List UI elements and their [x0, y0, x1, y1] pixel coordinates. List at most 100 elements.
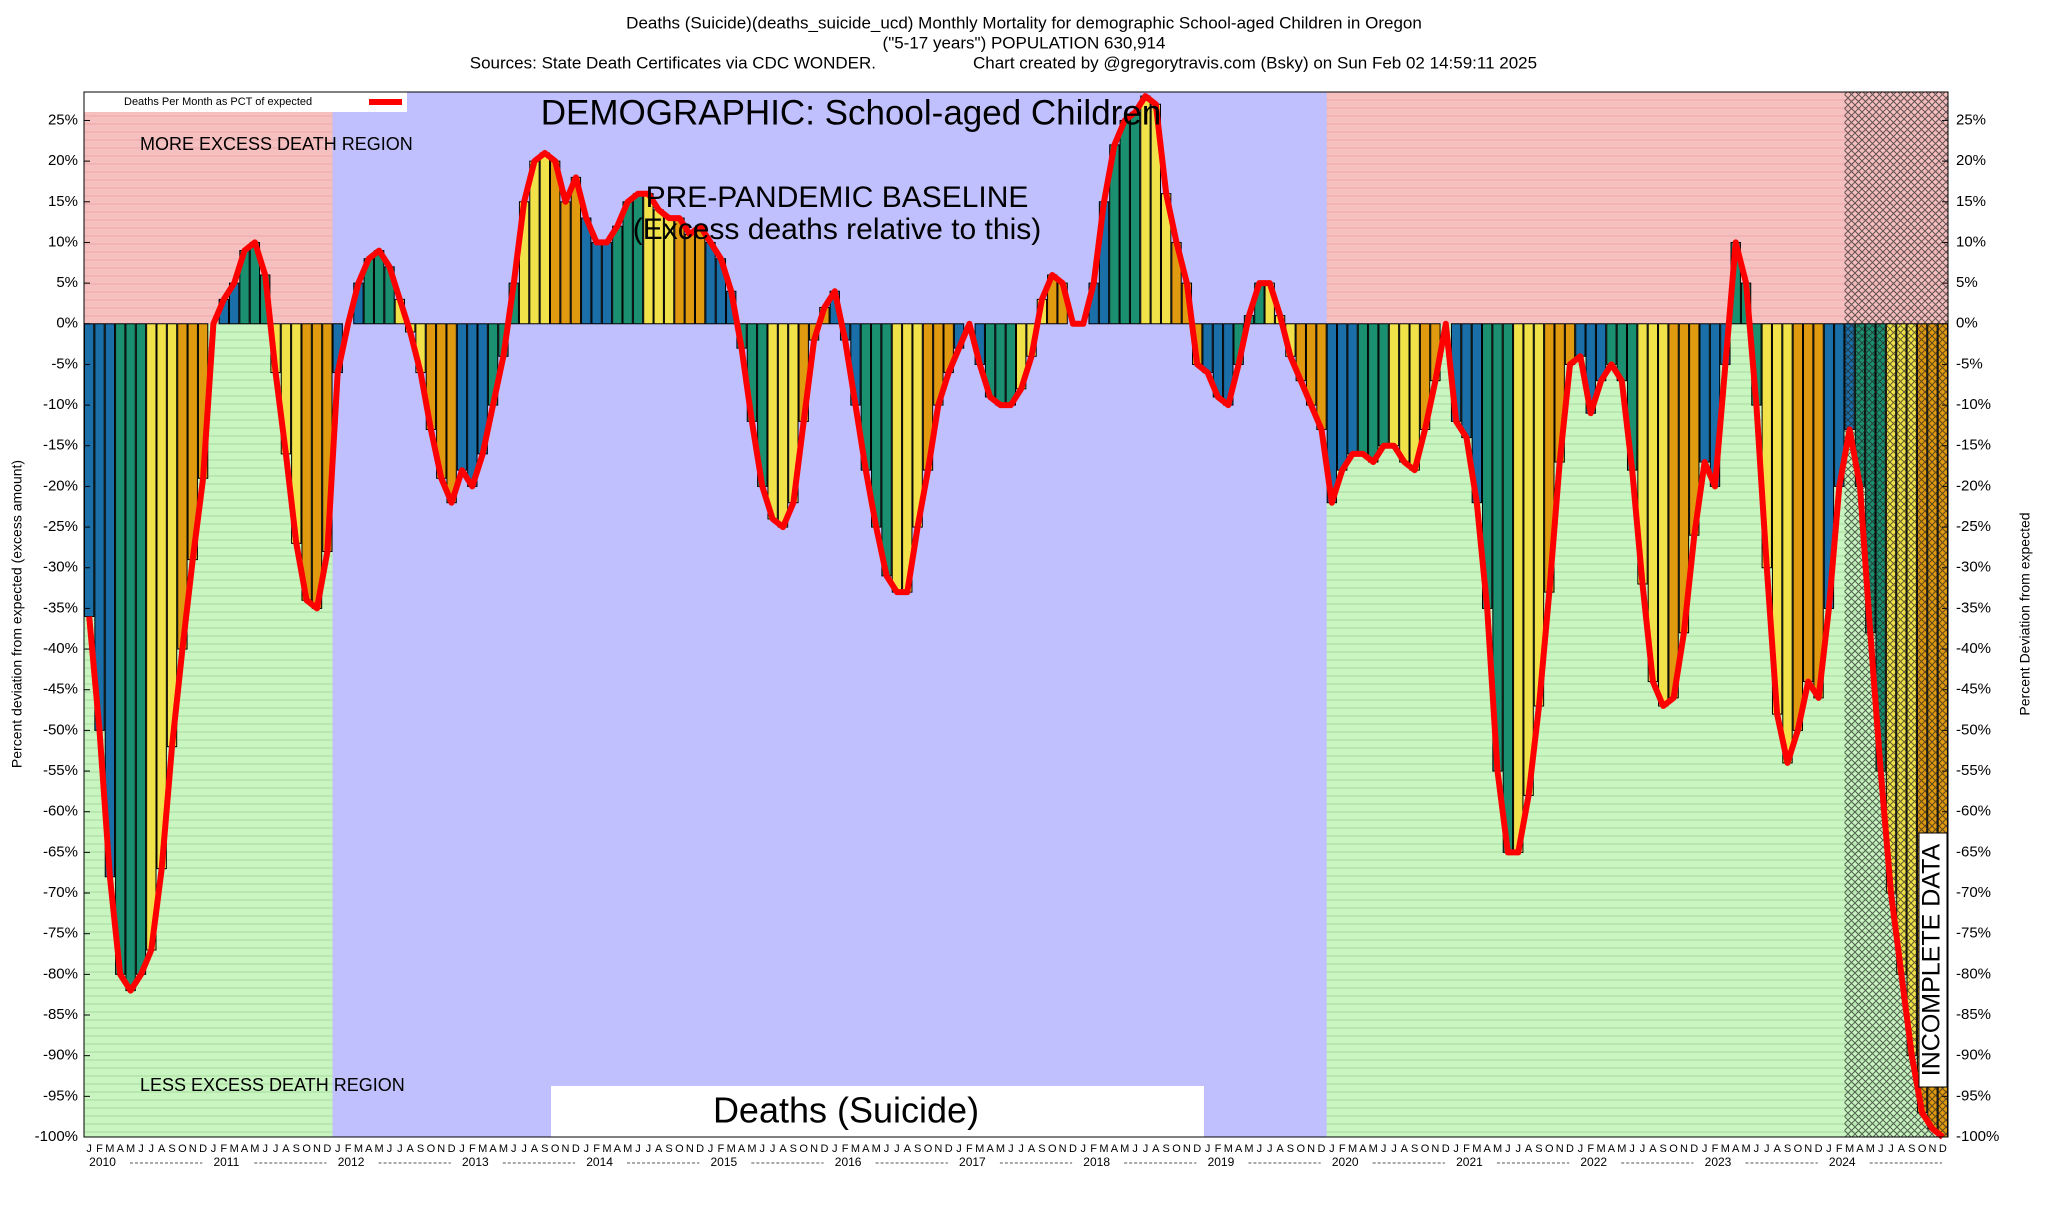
- x-tick-label: A: [1898, 1143, 1906, 1155]
- x-tick-label: M: [975, 1143, 984, 1155]
- x-tick-label: J: [511, 1143, 517, 1155]
- y-tick-label: 5%: [56, 274, 78, 291]
- y2-tick-label: -85%: [1956, 1006, 1991, 1023]
- y2-tick-label: 5%: [1956, 274, 1978, 291]
- x-tick-label: S: [293, 1143, 300, 1155]
- x-tick-label: N: [562, 1143, 570, 1155]
- x-tick-label: M: [623, 1143, 632, 1155]
- x-tick-label: J: [387, 1143, 393, 1155]
- x-tick-label: J: [1826, 1143, 1832, 1155]
- y2-tick-label: 20%: [1956, 152, 1986, 169]
- x-tick-label: J: [1257, 1143, 1263, 1155]
- year-label-bg: [207, 1156, 254, 1170]
- y-axis-label: Percent deviation from expected (excess …: [9, 460, 25, 768]
- x-tick-label: M: [1472, 1143, 1481, 1155]
- x-tick-label: J: [1578, 1143, 1584, 1155]
- y-tick-label: -50%: [43, 721, 78, 738]
- x-tick-label: A: [158, 1143, 166, 1155]
- bar: [373, 250, 385, 325]
- credit: Chart created by @gregorytravis.com (Bsk…: [973, 53, 1537, 72]
- y2-tick-label: -75%: [1956, 925, 1991, 942]
- x-tick-label: J: [1453, 1143, 1459, 1155]
- bar: [1129, 111, 1141, 325]
- x-tick-label: M: [478, 1143, 487, 1155]
- bar: [902, 323, 913, 593]
- x-tick-label: M: [1741, 1143, 1750, 1155]
- x-tick-label: O: [1669, 1143, 1678, 1155]
- year-label: 2017: [959, 1155, 986, 1169]
- x-tick-label: F: [220, 1143, 227, 1155]
- y2-tick-label: -95%: [1956, 1087, 1991, 1104]
- bar: [115, 323, 126, 975]
- y2-tick-label: 10%: [1956, 233, 1986, 250]
- x-tick-label: J: [708, 1143, 714, 1155]
- x-tick-label: A: [282, 1143, 290, 1155]
- x-tick-label: A: [407, 1143, 415, 1155]
- year-label: 2024: [1829, 1155, 1856, 1169]
- sources: Sources: State Death Certificates via CD…: [470, 53, 876, 72]
- x-tick-label: J: [397, 1143, 403, 1155]
- x-tick-label: O: [302, 1143, 311, 1155]
- bar: [1316, 323, 1327, 430]
- x-tick-label: N: [437, 1143, 445, 1155]
- x-tick-label: D: [696, 1143, 704, 1155]
- bar: [767, 323, 778, 520]
- bar: [135, 323, 147, 975]
- x-tick-label: J: [1629, 1143, 1635, 1155]
- bar: [1357, 323, 1369, 455]
- x-tick-label: J: [1381, 1143, 1387, 1155]
- x-tick-label: D: [448, 1143, 456, 1155]
- bar: [1513, 323, 1524, 853]
- year-label: 2023: [1705, 1155, 1732, 1169]
- x-tick-label: J: [770, 1143, 776, 1155]
- y-tick-label: -75%: [43, 925, 78, 942]
- x-tick-label: M: [1493, 1143, 1502, 1155]
- y2-tick-label: -15%: [1956, 437, 1991, 454]
- x-tick-label: A: [1276, 1143, 1284, 1155]
- x-tick-label: M: [1369, 1143, 1378, 1155]
- x-tick-label: F: [345, 1143, 352, 1155]
- x-tick-label: S: [1784, 1143, 1791, 1155]
- bar: [1347, 323, 1358, 455]
- x-tick-label: N: [1804, 1143, 1812, 1155]
- x-tick-label: O: [1296, 1143, 1305, 1155]
- x-tick-label: J: [86, 1143, 92, 1155]
- bar: [156, 323, 167, 870]
- x-tick-label: A: [1028, 1143, 1036, 1155]
- year-label-bg: [455, 1156, 502, 1170]
- year-label-bg: [331, 1156, 378, 1170]
- year-label: 2020: [1332, 1155, 1359, 1169]
- year-label-bg: [1698, 1156, 1745, 1170]
- bar: [1658, 323, 1669, 707]
- y2-tick-label: -55%: [1956, 762, 1991, 779]
- x-tick-label: N: [1928, 1143, 1936, 1155]
- year-label: 2012: [338, 1155, 365, 1169]
- x-tick-label: J: [832, 1143, 838, 1155]
- x-tick-label: S: [168, 1143, 175, 1155]
- chart-subtitle: ("5-17 years") POPULATION 630,914: [883, 33, 1166, 52]
- x-tick-label: J: [884, 1143, 890, 1155]
- x-tick-label: J: [760, 1143, 766, 1155]
- x-tick-label: A: [1773, 1143, 1781, 1155]
- x-tick-label: J: [1391, 1143, 1397, 1155]
- x-tick-label: N: [313, 1143, 321, 1155]
- x-tick-label: M: [727, 1143, 736, 1155]
- x-tick-label: F: [1836, 1143, 1843, 1155]
- x-tick-label: O: [799, 1143, 808, 1155]
- year-label-bg: [580, 1156, 627, 1170]
- x-tick-label: F: [1339, 1143, 1346, 1155]
- x-tick-label: O: [551, 1143, 560, 1155]
- more-region-label: MORE EXCESS DEATH REGION: [140, 134, 413, 154]
- x-tick-label: J: [1081, 1143, 1087, 1155]
- x-tick-label: A: [614, 1143, 622, 1155]
- x-tick-label: O: [675, 1143, 684, 1155]
- bar: [146, 323, 157, 951]
- x-tick-label: O: [1918, 1143, 1927, 1155]
- x-tick-label: D: [572, 1143, 580, 1155]
- bar: [705, 241, 716, 325]
- x-tick-label: J: [1018, 1143, 1024, 1155]
- x-tick-label: M: [1120, 1143, 1129, 1155]
- x-tick-label: M: [1597, 1143, 1606, 1155]
- x-tick-label: S: [1162, 1143, 1169, 1155]
- bar: [1202, 323, 1213, 374]
